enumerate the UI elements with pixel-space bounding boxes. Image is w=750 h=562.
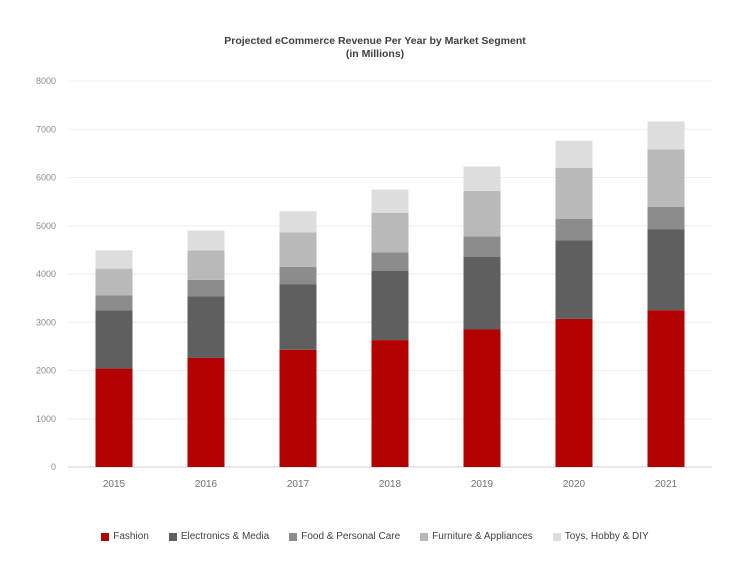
bar-segment bbox=[647, 310, 685, 467]
bar-segment bbox=[555, 140, 593, 168]
x-tick-label: 2019 bbox=[471, 479, 494, 490]
x-tick-label: 2020 bbox=[563, 479, 586, 490]
bar-segment bbox=[463, 166, 501, 192]
y-tick-label: 2000 bbox=[36, 366, 56, 376]
bar-segment bbox=[647, 229, 685, 311]
bar-segment bbox=[279, 211, 317, 233]
legend-label: Fashion bbox=[113, 531, 149, 542]
bar-segment bbox=[187, 279, 225, 297]
bar-segment bbox=[555, 318, 593, 467]
legend-item: Food & Personal Care bbox=[289, 531, 400, 542]
bar-segment bbox=[555, 167, 593, 219]
bar-segment bbox=[463, 191, 501, 237]
y-tick-label: 7000 bbox=[36, 124, 56, 134]
bar-segment bbox=[95, 250, 133, 269]
x-tick-label: 2021 bbox=[655, 479, 678, 490]
bar-segment bbox=[647, 206, 685, 230]
legend-item: Fashion bbox=[101, 531, 149, 542]
bar-segment bbox=[647, 121, 685, 150]
legend-label: Electronics & Media bbox=[180, 531, 270, 542]
bar-segment bbox=[187, 296, 225, 358]
bar-segment bbox=[555, 240, 593, 319]
bar-segment bbox=[371, 212, 409, 253]
bar-segment bbox=[187, 250, 225, 280]
legend-label: Food & Personal Care bbox=[301, 531, 401, 542]
bar-segment bbox=[371, 340, 409, 467]
legend-swatch bbox=[168, 532, 177, 541]
bar-segment bbox=[95, 295, 133, 311]
legend-label: Toys, Hobby & DIY bbox=[564, 531, 649, 542]
y-tick-label: 0 bbox=[51, 462, 56, 472]
y-tick-label: 6000 bbox=[36, 173, 56, 183]
x-tick-label: 2018 bbox=[379, 479, 402, 490]
legend-label: Furniture & Appliances bbox=[432, 531, 533, 542]
bar-segment bbox=[463, 329, 501, 467]
bar-segment bbox=[371, 270, 409, 341]
bar-segment bbox=[95, 268, 133, 296]
bar-segment bbox=[279, 284, 317, 350]
legend-item: Furniture & Appliances bbox=[420, 531, 533, 542]
legend-item: Toys, Hobby & DIY bbox=[552, 531, 649, 542]
legend-item: Electronics & Media bbox=[168, 531, 270, 542]
legend: Fashion Electronics & Media Food & Persona… bbox=[0, 531, 750, 542]
bar-segment bbox=[187, 230, 225, 251]
bar-segment bbox=[95, 368, 133, 467]
bar-segment bbox=[279, 232, 317, 267]
x-tick-label: 2016 bbox=[195, 479, 218, 490]
x-tick-label: 2015 bbox=[103, 479, 126, 490]
chart-subtitle: (in Millions) bbox=[345, 48, 405, 60]
legend-swatch bbox=[289, 532, 298, 541]
legend-swatch bbox=[101, 532, 110, 541]
bar-segment bbox=[279, 349, 317, 467]
bar-segment bbox=[279, 266, 317, 285]
bar-segment bbox=[371, 252, 409, 271]
bar-segment bbox=[187, 357, 225, 467]
legend-swatch bbox=[420, 532, 429, 541]
bar-segment bbox=[95, 310, 133, 369]
bar-segment bbox=[647, 149, 685, 207]
y-tick-label: 8000 bbox=[36, 76, 56, 86]
y-tick-label: 5000 bbox=[36, 221, 56, 231]
bar-segment bbox=[463, 256, 501, 330]
y-tick-label: 4000 bbox=[36, 269, 56, 279]
legend-swatch bbox=[552, 532, 561, 541]
chart-title: Projected eCommerce Revenue Per Year by … bbox=[224, 35, 526, 47]
y-tick-label: 3000 bbox=[36, 317, 56, 327]
bar-segment bbox=[555, 218, 593, 241]
bar-segment bbox=[371, 189, 409, 213]
y-tick-label: 1000 bbox=[36, 414, 56, 424]
bar-segment bbox=[463, 236, 501, 257]
x-tick-label: 2017 bbox=[287, 479, 310, 490]
